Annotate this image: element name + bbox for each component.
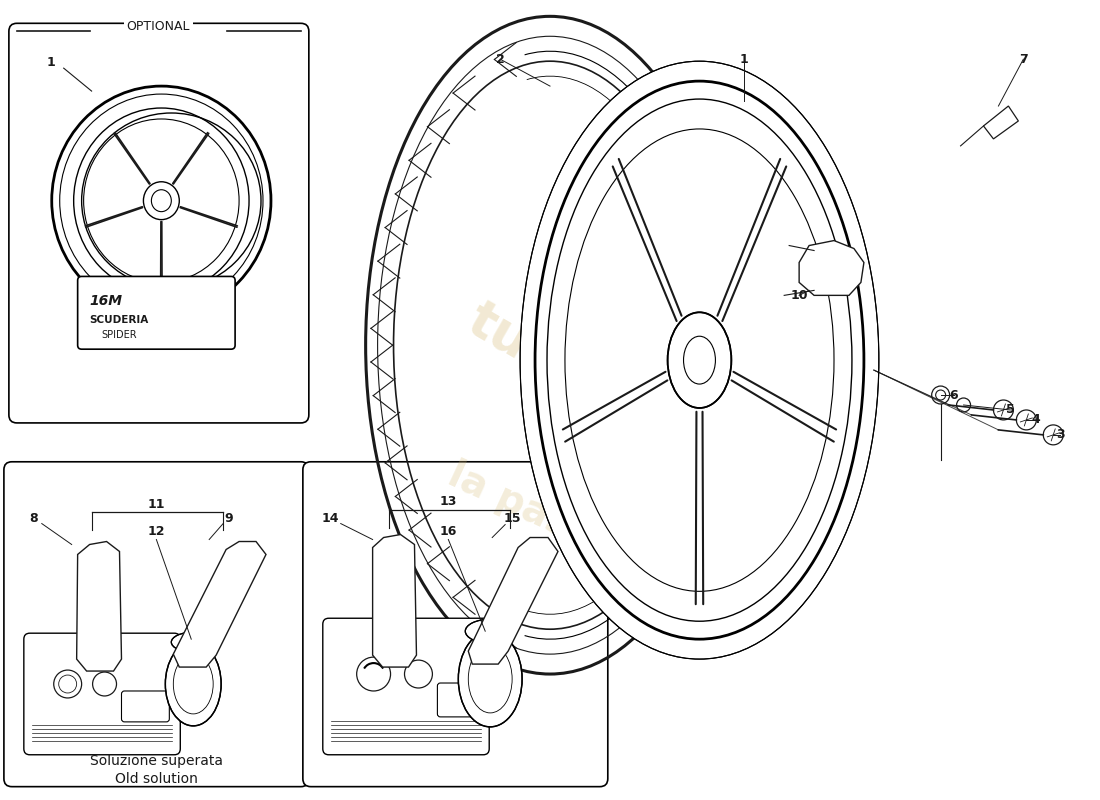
FancyBboxPatch shape bbox=[121, 691, 169, 722]
Text: 3: 3 bbox=[1056, 428, 1065, 442]
Text: 14: 14 bbox=[322, 511, 340, 525]
Text: 6: 6 bbox=[949, 389, 958, 402]
Text: OPTIONAL: OPTIONAL bbox=[126, 20, 190, 33]
Text: 11: 11 bbox=[147, 498, 165, 510]
Text: 15: 15 bbox=[504, 511, 521, 525]
Text: 12: 12 bbox=[147, 525, 165, 538]
Polygon shape bbox=[469, 538, 558, 664]
Text: SCUDERIA: SCUDERIA bbox=[89, 315, 148, 326]
Text: la passion: la passion bbox=[442, 456, 658, 583]
Ellipse shape bbox=[459, 631, 522, 727]
Text: tuttoferrari85: tuttoferrari85 bbox=[458, 294, 842, 546]
FancyBboxPatch shape bbox=[78, 277, 235, 349]
Text: 4: 4 bbox=[1032, 414, 1041, 426]
Polygon shape bbox=[77, 542, 121, 671]
Ellipse shape bbox=[143, 182, 179, 220]
Text: 16: 16 bbox=[440, 525, 456, 538]
Polygon shape bbox=[174, 542, 266, 667]
Ellipse shape bbox=[520, 61, 879, 659]
Ellipse shape bbox=[465, 619, 515, 643]
Text: 5: 5 bbox=[1006, 403, 1015, 417]
Text: 7: 7 bbox=[1019, 53, 1027, 66]
Ellipse shape bbox=[172, 632, 216, 652]
Polygon shape bbox=[799, 241, 864, 295]
Polygon shape bbox=[983, 106, 1019, 139]
FancyBboxPatch shape bbox=[322, 618, 490, 754]
Text: 2: 2 bbox=[496, 53, 505, 66]
Text: 1: 1 bbox=[740, 53, 749, 66]
Text: 1: 1 bbox=[47, 56, 55, 69]
Text: Old solution: Old solution bbox=[114, 772, 198, 786]
Text: 10: 10 bbox=[791, 289, 807, 302]
Text: 16M: 16M bbox=[89, 294, 122, 308]
Text: 9: 9 bbox=[224, 511, 233, 525]
Text: 13: 13 bbox=[440, 494, 456, 508]
FancyBboxPatch shape bbox=[4, 462, 309, 786]
Ellipse shape bbox=[668, 312, 732, 408]
Text: Soluzione superata: Soluzione superata bbox=[90, 754, 223, 768]
Polygon shape bbox=[373, 534, 417, 667]
FancyBboxPatch shape bbox=[24, 633, 180, 754]
Ellipse shape bbox=[165, 642, 221, 726]
Text: 8: 8 bbox=[30, 511, 38, 525]
FancyBboxPatch shape bbox=[9, 23, 309, 423]
Text: SPIDER: SPIDER bbox=[101, 330, 138, 340]
FancyBboxPatch shape bbox=[302, 462, 608, 786]
FancyBboxPatch shape bbox=[438, 683, 478, 717]
